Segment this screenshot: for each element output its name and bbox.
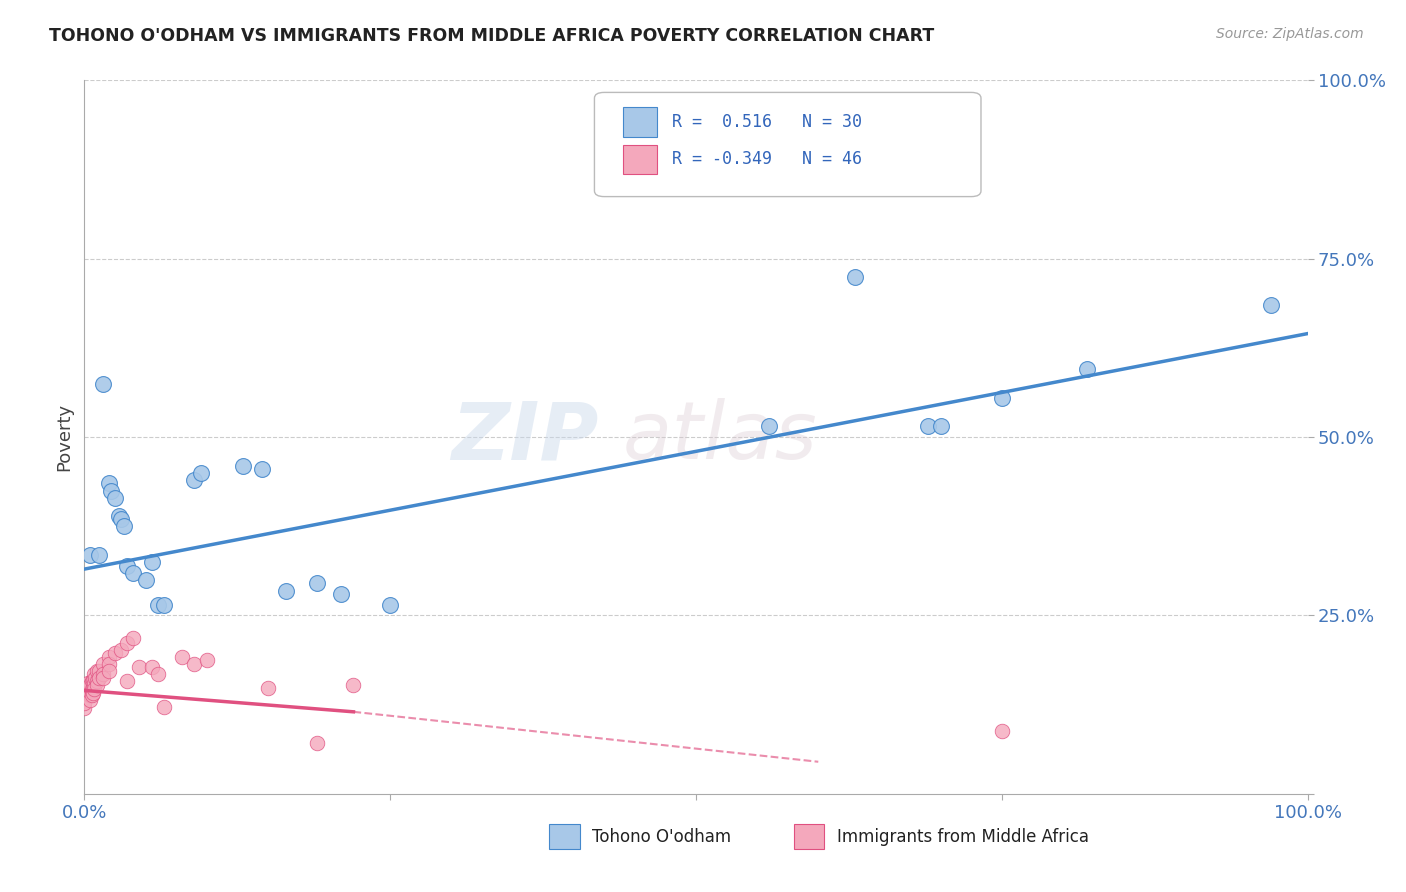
Point xyxy=(79,689,101,703)
Point xyxy=(190,466,212,480)
Point xyxy=(80,683,103,698)
Point xyxy=(183,657,205,671)
Point xyxy=(991,391,1014,405)
Point xyxy=(87,548,110,562)
Point xyxy=(100,483,122,498)
Point xyxy=(110,512,132,526)
Point xyxy=(844,269,866,284)
Point xyxy=(107,508,129,523)
Point xyxy=(122,566,145,580)
Point xyxy=(79,692,101,706)
Point xyxy=(77,685,100,699)
Point xyxy=(146,598,169,612)
Point xyxy=(380,598,402,612)
Bar xyxy=(623,107,657,137)
Point xyxy=(73,690,96,705)
Point xyxy=(77,681,100,696)
Point xyxy=(104,491,127,505)
FancyBboxPatch shape xyxy=(595,93,981,196)
Point xyxy=(91,671,114,685)
Point xyxy=(73,701,96,715)
Bar xyxy=(623,145,657,175)
Point xyxy=(128,660,150,674)
Point xyxy=(79,678,101,692)
Point xyxy=(79,548,101,562)
Point xyxy=(87,664,110,678)
Point xyxy=(183,473,205,487)
Point xyxy=(97,649,120,664)
Point xyxy=(82,680,104,694)
Point xyxy=(330,587,353,601)
Point xyxy=(172,649,194,664)
Point xyxy=(115,674,138,689)
Point xyxy=(83,667,105,681)
Point xyxy=(929,419,952,434)
Point xyxy=(276,583,298,598)
Point xyxy=(87,671,110,685)
Point xyxy=(84,671,107,685)
Point xyxy=(86,678,108,692)
Point xyxy=(104,646,127,660)
Point xyxy=(82,673,104,687)
Point xyxy=(122,632,145,646)
Bar xyxy=(794,824,824,849)
Point xyxy=(305,576,328,591)
Point xyxy=(91,667,114,681)
Point xyxy=(1260,298,1282,312)
Y-axis label: Poverty: Poverty xyxy=(55,403,73,471)
Point xyxy=(77,676,100,690)
Point xyxy=(342,678,364,692)
Point xyxy=(80,674,103,689)
Text: atlas: atlas xyxy=(623,398,817,476)
Point xyxy=(110,642,132,657)
Point xyxy=(758,419,780,434)
Point xyxy=(112,519,135,533)
Text: TOHONO O'ODHAM VS IMMIGRANTS FROM MIDDLE AFRICA POVERTY CORRELATION CHART: TOHONO O'ODHAM VS IMMIGRANTS FROM MIDDLE… xyxy=(49,27,935,45)
Point xyxy=(86,674,108,689)
Point xyxy=(91,657,114,671)
Point xyxy=(73,696,96,710)
Text: R =  0.516   N = 30: R = 0.516 N = 30 xyxy=(672,112,862,130)
Point xyxy=(97,664,120,678)
Point xyxy=(1076,362,1098,376)
Point xyxy=(991,724,1014,739)
Point xyxy=(232,458,254,473)
Point xyxy=(257,681,280,696)
Point xyxy=(97,476,120,491)
Point xyxy=(91,376,114,391)
Point xyxy=(153,598,176,612)
Point xyxy=(141,555,163,569)
Point xyxy=(146,667,169,681)
Point xyxy=(83,681,105,696)
Point xyxy=(115,635,138,649)
Text: ZIP: ZIP xyxy=(451,398,598,476)
Point xyxy=(195,653,218,667)
Point xyxy=(250,462,273,476)
Text: Source: ZipAtlas.com: Source: ZipAtlas.com xyxy=(1216,27,1364,41)
Point xyxy=(80,689,103,703)
Point xyxy=(917,419,939,434)
Text: Immigrants from Middle Africa: Immigrants from Middle Africa xyxy=(837,828,1088,846)
Point xyxy=(82,685,104,699)
Point xyxy=(141,660,163,674)
Point xyxy=(83,676,105,690)
Text: Tohono O'odham: Tohono O'odham xyxy=(592,828,731,846)
Point xyxy=(97,657,120,671)
Point xyxy=(86,664,108,678)
Point xyxy=(153,699,176,714)
Point xyxy=(305,735,328,749)
Text: R = -0.349   N = 46: R = -0.349 N = 46 xyxy=(672,150,862,168)
Point xyxy=(115,558,138,573)
Point xyxy=(135,573,157,587)
Bar xyxy=(550,824,579,849)
